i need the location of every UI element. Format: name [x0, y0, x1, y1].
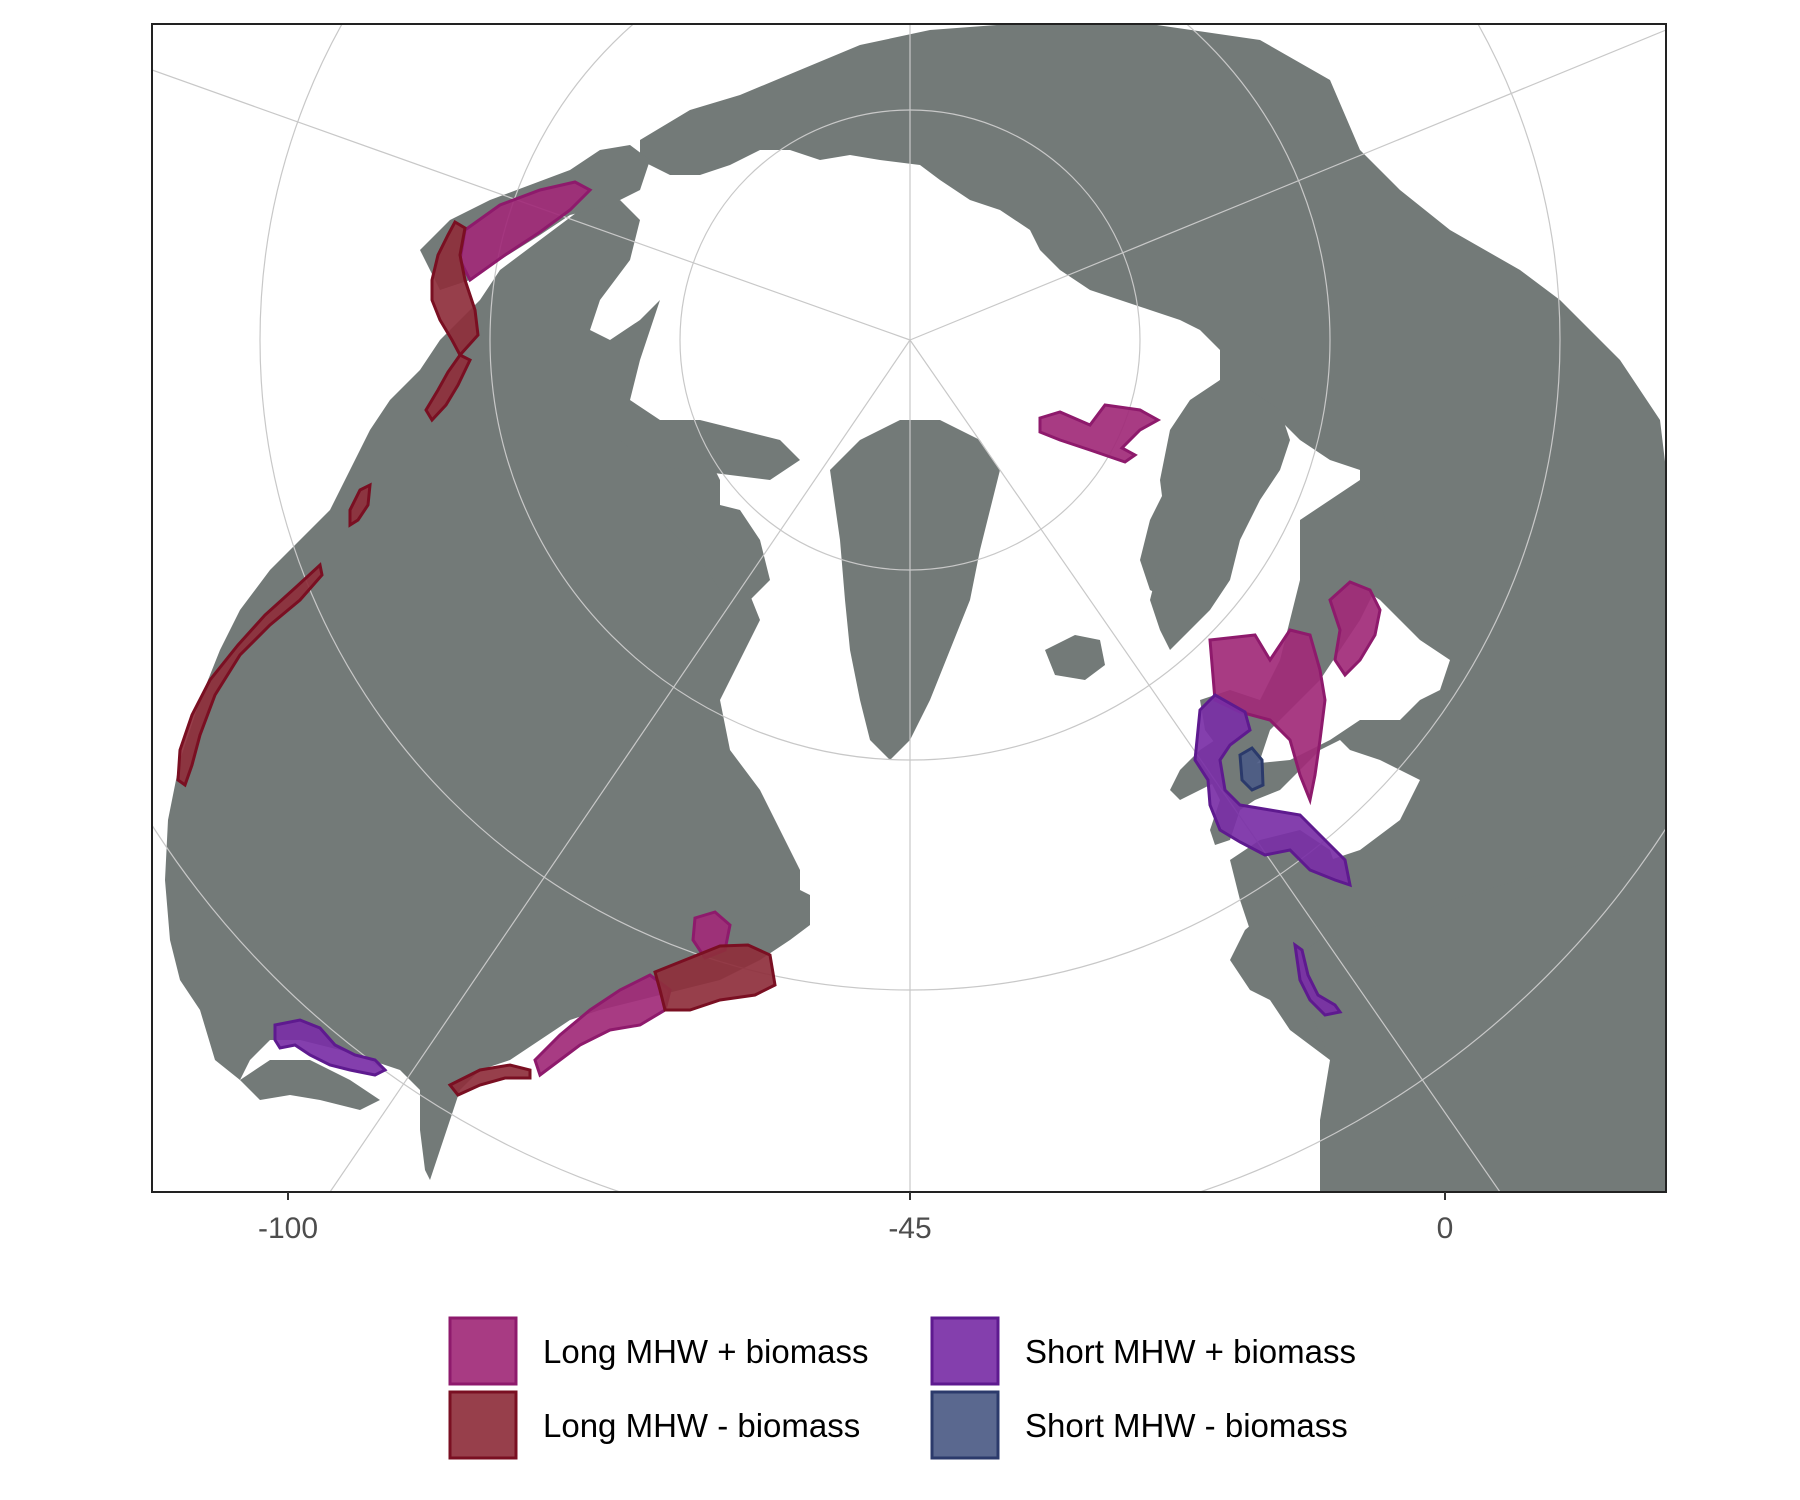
legend-label-long-minus: Long MHW - biomass [543, 1407, 860, 1444]
region-short-plus-gulf-mexico [273, 1018, 388, 1077]
region-short-minus-channel [1238, 746, 1265, 792]
region-long-minus-us-southeast [447, 1063, 532, 1097]
region-long-plus-bering [458, 180, 593, 283]
region-long-plus-barents [1038, 403, 1162, 464]
land-baffin-island [660, 500, 770, 600]
land-iceland [1045, 635, 1105, 680]
legend-label-long-plus: Long MHW + biomass [543, 1333, 869, 1370]
land-europe-peninsula [1170, 480, 1390, 800]
land-newfoundland [760, 885, 810, 940]
legend-key-short-minus [930, 1390, 1000, 1460]
region-short-plus-bay-biscay [1193, 693, 1352, 888]
region-long-plus-north-sea [1208, 628, 1327, 806]
land-africa [1290, 850, 1666, 1192]
legend-label-short-minus: Short MHW - biomass [1025, 1407, 1348, 1444]
x-axis: -100 -45 0 [258, 1192, 1453, 1245]
legend-key-long-plus [448, 1316, 518, 1386]
land-mexico [240, 1060, 380, 1110]
land-arctic-archipelago [620, 420, 800, 480]
x-axis-tick-label: -100 [258, 1212, 318, 1245]
region-long-minus-scotian-shelf [653, 943, 777, 1012]
map-panel [152, 24, 1666, 1192]
legend-label-short-plus: Short MHW + biomass [1025, 1333, 1356, 1370]
mhw-regions [176, 180, 1382, 1097]
legend-key-short-plus [930, 1316, 1000, 1386]
x-axis-tick-label: -45 [888, 1212, 931, 1245]
region-long-minus-alaska-coast [430, 219, 480, 358]
region-long-plus-baltic [1328, 580, 1382, 678]
graticule-meridian-a [909, 29, 1666, 341]
legend: Long MHW + biomass Long MHW - biomass Sh… [448, 1316, 1356, 1460]
graticule-meridian-100 [329, 339, 911, 1192]
legend-key-long-minus [448, 1390, 518, 1460]
region-long-minus-oregon [348, 482, 372, 528]
land-eurasia [640, 24, 1666, 1192]
land-scandinavia [1150, 380, 1290, 650]
region-long-minus-bc-coast [424, 353, 472, 423]
region-short-plus-canary [1293, 941, 1343, 1017]
x-axis-tick-label: 0 [1437, 1212, 1454, 1245]
land-greenland [830, 420, 1000, 760]
region-long-minus-california [176, 562, 324, 788]
